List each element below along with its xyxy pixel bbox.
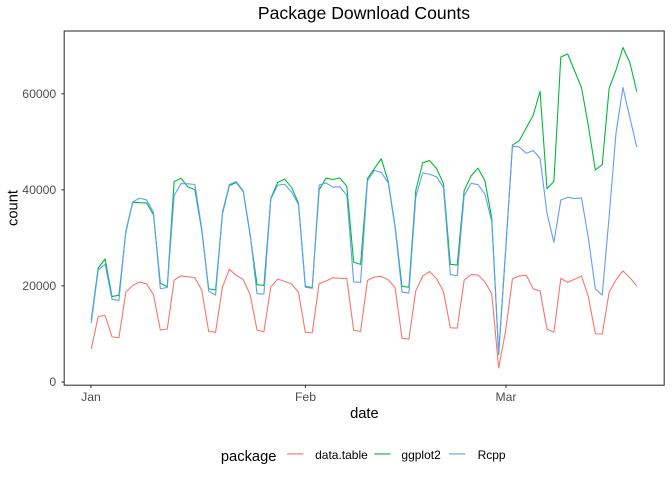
- svg-text:Package Download Counts: Package Download Counts: [258, 3, 470, 23]
- svg-text:Jan: Jan: [81, 390, 101, 404]
- svg-text:package: package: [221, 449, 277, 465]
- svg-text:date: date: [350, 406, 379, 422]
- svg-text:0: 0: [49, 375, 56, 389]
- svg-text:20000: 20000: [22, 279, 56, 293]
- svg-text:data.table: data.table: [315, 448, 368, 462]
- svg-text:60000: 60000: [22, 87, 56, 101]
- svg-text:ggplot2: ggplot2: [401, 448, 441, 462]
- svg-text:Mar: Mar: [496, 390, 517, 404]
- svg-text:Rcpp: Rcpp: [478, 448, 506, 462]
- svg-text:count: count: [5, 190, 21, 226]
- svg-text:Feb: Feb: [295, 390, 316, 404]
- svg-text:40000: 40000: [22, 183, 56, 197]
